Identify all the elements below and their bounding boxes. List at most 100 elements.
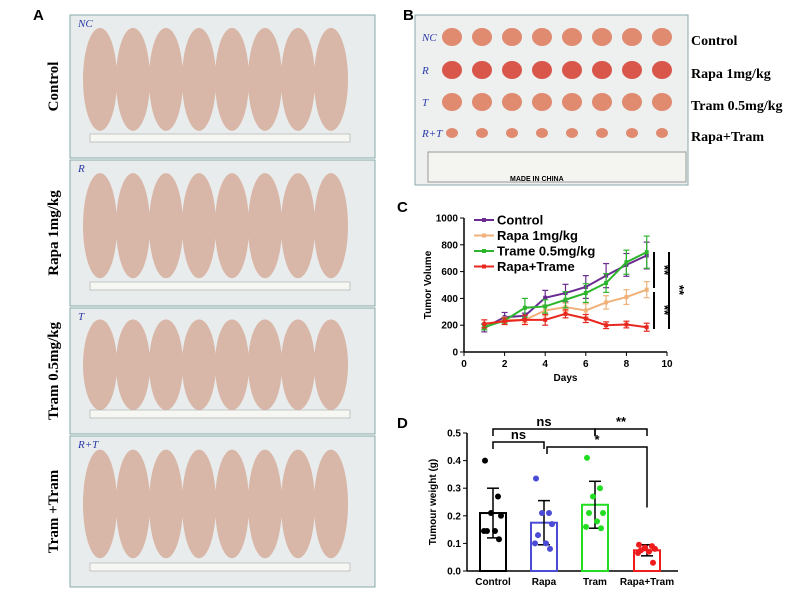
mouse (215, 449, 249, 559)
significance-bracket (594, 428, 648, 436)
data-point (624, 295, 629, 300)
data-point (498, 512, 504, 519)
data-point (482, 457, 488, 464)
data-point (590, 493, 596, 500)
significance-bracket (492, 428, 596, 436)
data-point (594, 518, 600, 525)
handwritten-mark: T (78, 311, 85, 323)
ruler (427, 151, 687, 183)
tumor (532, 28, 552, 46)
tumor (656, 128, 668, 138)
panel-label-a: A (33, 7, 44, 24)
mouse (215, 27, 249, 131)
tumor (652, 93, 672, 111)
data-point (586, 510, 592, 517)
y-tick-label: 0.2 (447, 511, 461, 522)
data-point (624, 322, 629, 327)
data-point (481, 527, 487, 534)
mouse (281, 27, 315, 131)
legend-label: Trame 0.5mg/kg (497, 244, 595, 259)
mouse (116, 449, 150, 559)
data-point (547, 545, 553, 552)
data-point (543, 304, 548, 309)
tumor (566, 128, 578, 138)
data-point (522, 317, 527, 322)
mouse (281, 449, 315, 559)
mouse (83, 27, 117, 131)
mouse (182, 319, 216, 411)
data-point (543, 540, 549, 547)
data-point (583, 523, 589, 530)
mouse (182, 27, 216, 131)
mouse (248, 449, 282, 559)
data-point (535, 532, 541, 539)
data-point (543, 295, 548, 300)
x-tick-label: Tram (583, 577, 607, 588)
tumor (622, 28, 642, 46)
y-tick-label: 0.0 (447, 567, 461, 578)
panel-label-c: C (397, 199, 408, 216)
significance-label: ** (657, 305, 672, 316)
mouse (248, 173, 282, 279)
handwritten-mark: R+T (77, 439, 99, 451)
data-point (532, 540, 538, 547)
significance-label: ns (536, 414, 551, 429)
data-point (482, 321, 487, 326)
tumor (536, 128, 548, 138)
significance-label: ** (616, 414, 627, 429)
panel-a-photos: NC Control R Rapa 1mg/kg T Tram 0.5mg/kg R+T Tr… (46, 14, 376, 588)
mouse (149, 27, 183, 131)
data-point (502, 319, 507, 324)
data-point (549, 521, 555, 528)
data-point (644, 287, 649, 292)
significance-bracket (492, 441, 545, 449)
x-tick-label: 2 (502, 359, 508, 370)
data-point (492, 527, 498, 534)
tumor (502, 61, 522, 79)
mouse (149, 173, 183, 279)
mouse (314, 449, 348, 559)
tumour-weight-chart: 0.0 0.1 0.2 0.3 0.4 0.5 Tumour weight (g) Contr… (428, 414, 678, 588)
tumor (446, 128, 458, 138)
data-point (533, 475, 539, 482)
y-tick-label: 800 (441, 240, 458, 251)
group-label: Rapa+Tram (691, 130, 764, 145)
data-point (624, 260, 629, 265)
panel-label-d: D (397, 415, 408, 432)
mouse (182, 173, 216, 279)
handwritten-mark: R+T (421, 128, 443, 140)
y-tick-label: 0.4 (447, 456, 461, 467)
mouse (215, 319, 249, 411)
mouse (248, 27, 282, 131)
ruler (89, 409, 351, 419)
tumor (502, 93, 522, 111)
handwritten-mark: T (422, 97, 429, 109)
tumor (652, 61, 672, 79)
tumor (592, 93, 612, 111)
significance-label: ** (672, 285, 687, 296)
mouse (215, 173, 249, 279)
data-point (598, 525, 604, 532)
data-point (543, 317, 548, 322)
handwritten-mark: R (421, 65, 429, 77)
series-2 (481, 235, 650, 331)
tumor (506, 128, 518, 138)
data-point (583, 308, 588, 313)
tumor (532, 61, 552, 79)
panel-b-photo: NC Control R Rapa 1mg/kg T Tram 0.5mg/kg R+T Ra… (414, 14, 783, 186)
tumor (592, 28, 612, 46)
legend-marker (482, 233, 486, 238)
tumor (562, 93, 582, 111)
mouse (314, 173, 348, 279)
data-point (563, 297, 568, 302)
mouse (281, 319, 315, 411)
significance-bracket (546, 446, 648, 508)
mouse (116, 319, 150, 411)
legend-label: Rapa+Trame (497, 259, 575, 274)
y-tick-label: 0.3 (447, 484, 461, 495)
y-tick-label: 0.1 (447, 539, 461, 550)
mouse (149, 449, 183, 559)
data-point (546, 510, 552, 517)
mouse (314, 319, 348, 411)
data-point (597, 485, 603, 492)
